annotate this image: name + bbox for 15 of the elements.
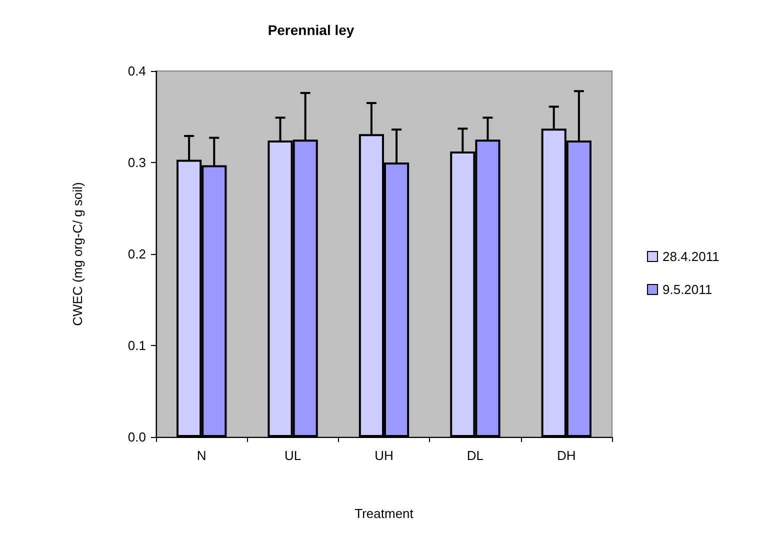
y-axis-title: CWEC (mg org-C/ g soil) bbox=[70, 182, 85, 326]
x-tick-label: UH bbox=[374, 448, 394, 463]
x-tick-label: DL bbox=[466, 448, 484, 463]
x-tick-label: UL bbox=[284, 448, 302, 463]
chart-title: Perennial ley bbox=[268, 22, 354, 38]
y-tick-label: 0.2 bbox=[128, 246, 146, 262]
y-tick-label: 0.1 bbox=[128, 338, 146, 353]
legend-label: 9.5.2011 bbox=[662, 282, 712, 297]
legend-label: 28.4.2011 bbox=[662, 249, 720, 264]
y-tick-label: 0.3 bbox=[128, 155, 146, 170]
x-tick-label: DH bbox=[557, 448, 576, 463]
x-axis-title: Treatment bbox=[354, 506, 414, 521]
x-tick-label: N bbox=[196, 448, 206, 463]
y-tick-label: 0.0 bbox=[128, 430, 146, 444]
y-tick-label: 0.4 bbox=[128, 64, 146, 78]
